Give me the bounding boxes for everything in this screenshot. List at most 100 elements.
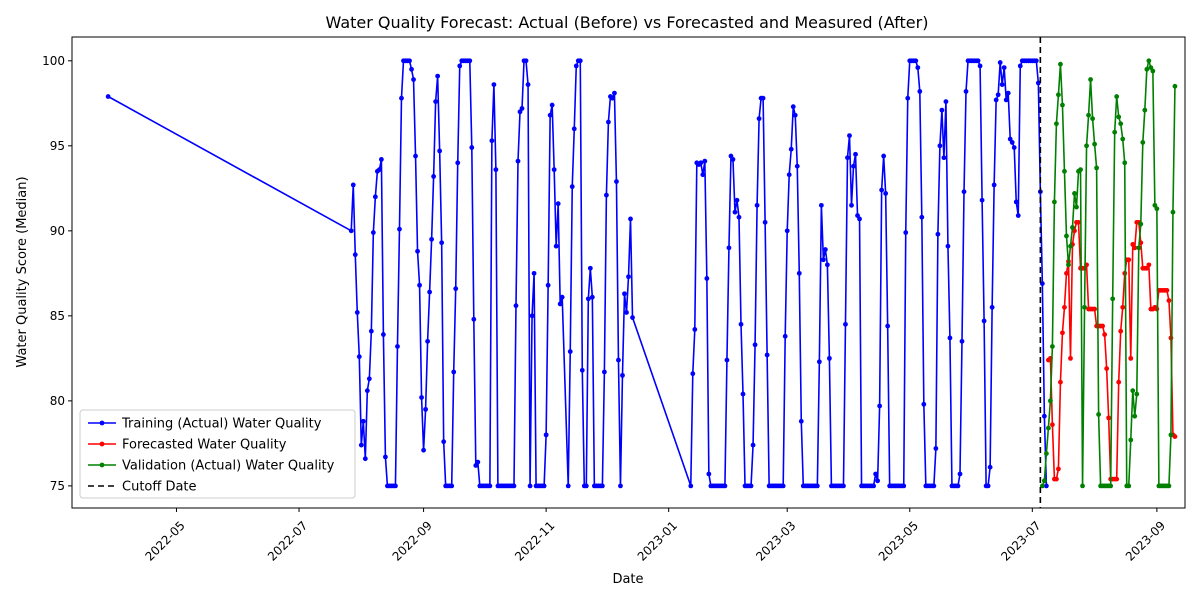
data-point [845, 155, 850, 161]
data-point [601, 369, 607, 375]
data-point [531, 270, 537, 276]
data-point [1005, 90, 1011, 96]
data-point [624, 310, 629, 315]
data-point [368, 328, 374, 334]
data-point [1082, 304, 1087, 310]
legend-item: Validation (Actual) Water Quality [88, 459, 335, 474]
series-2 [1045, 219, 1178, 482]
data-point [1056, 92, 1061, 98]
data-point [853, 151, 858, 157]
data-point [1102, 332, 1108, 337]
data-point [573, 63, 579, 69]
data-point [754, 202, 760, 208]
data-point [1086, 112, 1091, 118]
data-point [415, 248, 420, 254]
data-point [1054, 121, 1059, 127]
data-point [750, 442, 756, 448]
x-axis-label: Date [612, 572, 643, 587]
data-point [1058, 379, 1063, 385]
data-point [939, 107, 945, 113]
x-tick-label: 2022-11 [512, 518, 557, 563]
data-point [1041, 478, 1047, 484]
data-point [1048, 398, 1053, 404]
data-point [1039, 281, 1045, 286]
data-point [1150, 68, 1156, 74]
data-point [873, 471, 879, 477]
data-point [557, 301, 563, 307]
data-point [449, 483, 455, 489]
data-point [362, 456, 368, 462]
data-point [1170, 209, 1176, 215]
chart-title: Water Quality Forecast: Actual (Before) … [326, 13, 929, 32]
data-point [105, 94, 111, 99]
x-tick-label: 2023-03 [753, 518, 798, 563]
data-point [513, 303, 519, 309]
data-point [427, 289, 433, 295]
data-point [1100, 323, 1106, 329]
legend-marker [99, 462, 105, 468]
data-point [599, 483, 605, 489]
data-point [1011, 145, 1017, 150]
x-tick-label: 2022-09 [390, 518, 435, 563]
data-point [423, 406, 428, 412]
series-3 [1039, 58, 1178, 489]
data-point [585, 296, 591, 302]
data-point [1092, 141, 1097, 147]
data-point [419, 395, 424, 400]
data-point [589, 294, 595, 300]
data-point [1090, 116, 1095, 122]
legend-label: Validation (Actual) Water Quality [122, 459, 335, 474]
data-point [471, 316, 477, 322]
data-point [523, 58, 529, 64]
data-point [1001, 65, 1007, 71]
data-point [545, 282, 551, 288]
data-point [704, 276, 710, 281]
data-point [493, 167, 499, 173]
y-axis: 75 80 85 90 95 100 [42, 54, 72, 493]
data-point [780, 483, 786, 489]
data-point [740, 391, 746, 397]
data-point [1054, 476, 1059, 482]
data-point [358, 442, 364, 448]
data-point [752, 342, 758, 348]
data-point [1112, 129, 1118, 135]
data-point [571, 126, 577, 132]
legend-item: Cutoff Date [88, 480, 197, 495]
data-point [395, 344, 400, 349]
data-point [857, 216, 862, 222]
x-axis: 2022-05 2022-07 2022-09 2022-11 2023-01 2023-… [142, 508, 1168, 564]
data-point [370, 230, 376, 235]
data-point [451, 369, 457, 375]
data-point [955, 483, 961, 489]
data-point [879, 187, 885, 193]
data-point [491, 82, 497, 88]
data-point [1136, 245, 1142, 251]
data-point [981, 318, 987, 324]
data-point [847, 133, 852, 139]
data-point [515, 158, 521, 164]
data-point [348, 228, 354, 234]
data-point [724, 357, 730, 363]
data-point [913, 58, 919, 64]
data-point [881, 153, 887, 159]
data-point [431, 174, 437, 179]
data-point [1130, 388, 1136, 394]
data-point [820, 257, 826, 263]
data-point [931, 483, 937, 489]
data-point [453, 286, 459, 292]
plot-frame [71, 36, 1186, 509]
data-point [1072, 191, 1077, 196]
data-point [1128, 437, 1134, 443]
data-point [941, 155, 947, 161]
data-point [527, 483, 533, 489]
data-point [1050, 422, 1055, 428]
data-point [489, 138, 495, 144]
data-point [553, 243, 559, 249]
data-point [1009, 140, 1015, 145]
data-point [577, 58, 583, 64]
data-point [630, 315, 635, 320]
data-point [1070, 225, 1075, 230]
data-point [692, 327, 698, 332]
data-point [610, 95, 615, 101]
